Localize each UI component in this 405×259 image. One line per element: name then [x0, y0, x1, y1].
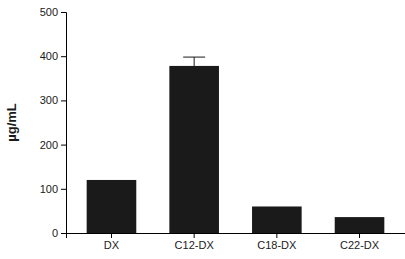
x-tick: C18-DX [257, 233, 297, 251]
y-tick-mark [61, 233, 66, 234]
y-tick: 100 [40, 183, 66, 195]
x-tick: C22-DX [340, 233, 380, 251]
y-tick: 500 [40, 6, 66, 18]
x-tick: DX [104, 233, 120, 251]
x-axis-line [67, 234, 405, 239]
y-axis: 0 100 200 300 400 500 [40, 6, 67, 239]
x-axis: DX C12-DX C18-DX C22-DX [67, 233, 405, 251]
y-tick: 0 [52, 227, 66, 239]
y-tick-label: 0 [52, 227, 58, 239]
x-tick-label: C18-DX [257, 239, 297, 251]
x-tick-label: C22-DX [340, 239, 380, 251]
y-tick-label: 200 [40, 139, 58, 151]
error-stem [194, 57, 195, 66]
y-tick-label: 100 [40, 183, 58, 195]
x-tick-mark [276, 233, 277, 238]
y-tick-mark [61, 100, 66, 101]
y-tick: 200 [40, 139, 66, 151]
bar [252, 206, 302, 233]
x-tick-mark [194, 233, 195, 238]
bar [169, 66, 219, 233]
x-tick-mark [111, 233, 112, 238]
x-tick: C12-DX [175, 233, 215, 251]
y-tick: 300 [40, 94, 66, 106]
y-tick-label: 500 [40, 6, 58, 18]
x-tick-label: C12-DX [175, 239, 215, 251]
y-tick-mark [61, 56, 66, 57]
y-tick-mark [61, 145, 66, 146]
y-tick: 400 [40, 50, 66, 62]
bar [335, 217, 385, 233]
error-bar [183, 57, 205, 66]
bar [87, 180, 137, 233]
chart: 0 100 200 300 400 500 DX C12-DX C18-DX C22-DX µg/m… [0, 0, 405, 259]
y-axis-title: µg/mL [4, 103, 19, 142]
y-tick-label: 400 [40, 50, 58, 62]
x-tick-mark [359, 233, 360, 238]
y-tick-mark [61, 189, 66, 190]
y-axis-line [61, 13, 67, 234]
error-cap [183, 57, 205, 58]
plot [87, 57, 385, 233]
x-tick-label: DX [104, 239, 120, 251]
y-tick-mark [61, 12, 66, 13]
y-tick-label: 300 [40, 94, 58, 106]
